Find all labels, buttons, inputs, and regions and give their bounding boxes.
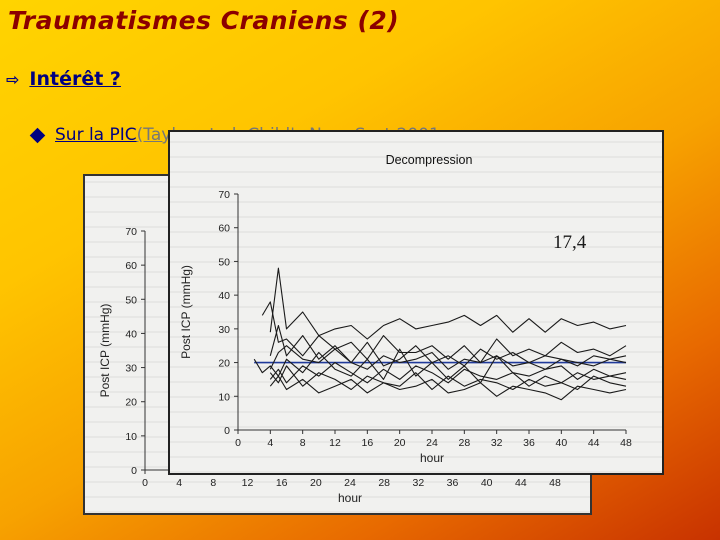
- chart1-y-axis-label: Post ICP (mmHg): [98, 304, 112, 398]
- chart1-x-tick-label: 28: [378, 477, 390, 489]
- chart2-y-tick-label: 30: [218, 324, 230, 336]
- chart2-x-tick-label: 32: [491, 437, 503, 449]
- chart2-series-line-8: [269, 375, 627, 401]
- chart1-x-tick-label: 36: [447, 477, 459, 489]
- chart2-y-tick-label: 70: [218, 189, 230, 201]
- chart2-series-line-2: [261, 301, 627, 364]
- chart2-y-tick-label: 20: [218, 358, 230, 370]
- slide-title: Traumatismes Craniens (2): [8, 6, 400, 35]
- chart2-y-tick-label: 10: [218, 391, 230, 403]
- chart1-y-tick-label: 30: [125, 363, 137, 375]
- chart2-series-line-7: [269, 365, 627, 391]
- chart2-x-tick-label: 12: [329, 437, 341, 449]
- chart2-x-axis-label: hour: [420, 451, 444, 465]
- diamond-bullet-icon: [29, 127, 46, 143]
- chart1-y-tick-label: 40: [125, 328, 137, 340]
- chart2-y-tick-label: 40: [218, 290, 230, 302]
- chart1-y-tick-label: 0: [131, 465, 137, 477]
- chart1-x-tick-label: 40: [481, 477, 493, 489]
- chart1-y-tick-label: 10: [125, 431, 137, 443]
- chart2-x-tick-label: 36: [523, 437, 535, 449]
- annotation-value: 17,4: [553, 232, 587, 253]
- chart1-y-tick-label: 50: [125, 294, 137, 306]
- chart1-x-tick-label: 8: [210, 477, 216, 489]
- chart2-x-tick-label: 20: [394, 437, 406, 449]
- chart1-x-tick-label: 20: [310, 477, 322, 489]
- arrow-right-icon: ⇨: [6, 69, 20, 89]
- chart1-x-axis-label: hour: [338, 491, 362, 505]
- bullet-pic-label: Sur la PIC: [55, 125, 137, 145]
- chart1-x-tick-label: 32: [412, 477, 424, 489]
- chart1-y-tick-label: 70: [125, 226, 137, 238]
- chart2-x-tick-label: 48: [620, 437, 632, 449]
- bullet-interet-label: Intérêt ?: [29, 68, 121, 90]
- chart1-x-tick-label: 4: [176, 477, 182, 489]
- chart1-x-tick-label: 0: [142, 477, 148, 489]
- chart2-x-tick-label: 28: [458, 437, 470, 449]
- chart2-y-tick-label: 50: [218, 256, 230, 268]
- chart1-x-tick-label: 24: [344, 477, 356, 489]
- chart2-x-tick-label: 44: [588, 437, 600, 449]
- chart2-x-tick-label: 24: [426, 437, 438, 449]
- chart2-x-tick-label: 16: [361, 437, 373, 449]
- chart2-x-tick-label: 40: [555, 437, 567, 449]
- scan-texture: [170, 132, 662, 473]
- chart2-x-tick-label: 4: [267, 437, 273, 449]
- chart1-y-tick-label: 20: [125, 397, 137, 409]
- chart2-series-line-1: [269, 267, 627, 340]
- chart1-x-tick-label: 44: [515, 477, 527, 489]
- chart2-x-tick-label: 8: [300, 437, 306, 449]
- chart2-y-axis-label: Post ICP (mmHg): [179, 265, 193, 359]
- chart2-title: Decompression: [386, 153, 473, 167]
- chart1-x-tick-label: 16: [276, 477, 288, 489]
- chart-panel-decompression: 0 10 20 30 40 50 60 70 0 4 8 12 16 20 24 28 32 36 40 44 48 ho…: [168, 130, 664, 475]
- chart1-y-tick-label: 60: [125, 260, 137, 272]
- chart1-x-tick-label: 12: [242, 477, 254, 489]
- chart2-series-line-4: [269, 345, 627, 370]
- chart2-y-tick-label: 60: [218, 223, 230, 235]
- chart1-x-tick-label: 48: [549, 477, 561, 489]
- chart2-series-line-3: [269, 324, 627, 367]
- chart2-x-tick-label: 0: [235, 437, 241, 449]
- chart2-y-tick-label: 0: [224, 425, 230, 437]
- bullet-interet: ⇨ Intérêt ?: [6, 68, 121, 90]
